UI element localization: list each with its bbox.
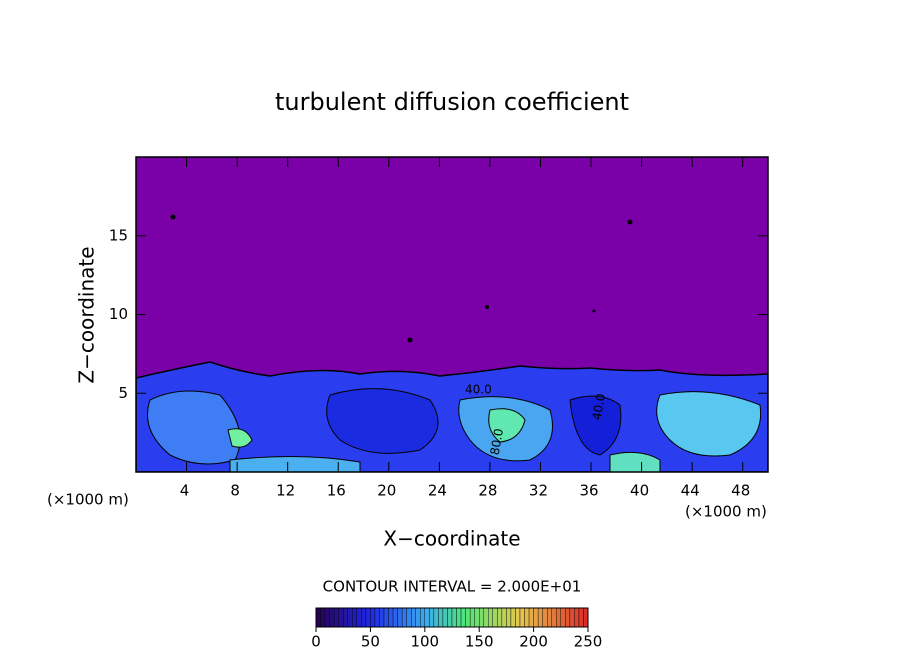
colorbar-tick-label: 100: [410, 633, 439, 651]
colorbar-cell: [456, 607, 462, 628]
colorbar-cell: [397, 607, 403, 628]
x-tick-label: 4: [180, 482, 190, 500]
y-tick-label: 15: [109, 226, 128, 244]
colorbar-cell: [447, 607, 453, 628]
contour-field: [136, 157, 768, 472]
y-axis-title: Z−coordinate: [75, 246, 99, 383]
colorbar-cell: [401, 607, 407, 628]
colorbar-cell: [483, 607, 489, 628]
colorbar-cell: [510, 607, 516, 628]
colorbar-cell: [392, 607, 398, 628]
colorbar-cell: [352, 607, 357, 628]
colorbar-cell: [347, 607, 353, 628]
colorbar-cell: [374, 607, 380, 628]
colorbar-cell: [333, 607, 339, 628]
colorbar-cell: [438, 607, 444, 628]
colorbar-cell: [370, 607, 376, 628]
colorbar-cell: [433, 607, 439, 628]
colorbar-cell: [551, 607, 557, 628]
colorbar-cell: [406, 607, 412, 628]
colorbar-cell: [533, 607, 539, 628]
colorbar-cell: [315, 607, 321, 628]
x-tick-label: 20: [377, 482, 396, 500]
colorbar-cell: [560, 607, 566, 628]
colorbar-cell: [442, 607, 448, 628]
colorbar-cell: [565, 607, 571, 628]
colorbar-cell: [356, 607, 362, 628]
colorbar-cell: [547, 607, 552, 628]
colorbar-cell: [324, 607, 330, 628]
colorbar-cell: [365, 607, 371, 628]
colorbar-cell: [415, 607, 421, 628]
x-tick-label: 48: [731, 482, 750, 500]
x-axis-title: X−coordinate: [383, 527, 520, 551]
colorbar-cell: [501, 607, 507, 628]
x-tick-label: 44: [681, 482, 700, 500]
colorbar-cell: [469, 607, 475, 628]
contour-label: 40.0: [590, 392, 608, 421]
colorbar-cell: [411, 607, 416, 628]
colorbar-tick-label: 50: [361, 633, 380, 651]
x-unit-label: (×1000 m): [685, 503, 767, 521]
colorbar-cell: [515, 607, 521, 628]
colorbar-cell: [338, 607, 344, 628]
colorbar-cell: [569, 607, 575, 628]
y-tick-label: 5: [118, 384, 128, 402]
colorbar-tick-label: 150: [465, 633, 494, 651]
colorbar-cell: [542, 607, 548, 628]
contour-label: 80.0: [488, 427, 506, 456]
colorbar-cell: [361, 607, 367, 628]
colorbar-frame: [315, 607, 589, 628]
x-tick-label: 24: [428, 482, 447, 500]
x-tick-label: 28: [478, 482, 497, 500]
colorbar-cell: [383, 607, 389, 628]
colorbar-cell: [320, 607, 326, 628]
x-tick-label: 12: [276, 482, 295, 500]
colorbar-cell: [537, 607, 543, 628]
colorbar-cell: [497, 607, 503, 628]
x-unit-label: (×1000 m): [47, 491, 129, 509]
colorbar-tick-label: 250: [574, 633, 603, 651]
chart-title: turbulent diffusion coefficient: [275, 88, 629, 116]
colorbar-cell: [429, 607, 435, 628]
colorbar-cell: [506, 607, 512, 628]
x-tick-label: 40: [630, 482, 649, 500]
colorbar-cell: [465, 607, 471, 628]
colorbar-cell: [488, 607, 493, 628]
colorbar-cell: [578, 607, 584, 628]
colorbar-cell: [583, 607, 589, 628]
colorbar-cell: [519, 607, 525, 628]
contour-interval: CONTOUR INTERVAL = 2.000E+01: [323, 578, 582, 596]
x-tick-label: 8: [230, 482, 240, 500]
colorbar: [315, 607, 589, 628]
colorbar-cell: [528, 607, 534, 628]
colorbar-cell: [329, 607, 335, 628]
colorbar-cell: [343, 607, 348, 628]
colorbar-cell: [574, 607, 580, 628]
colorbar-cell: [492, 607, 498, 628]
colorbar-cell: [479, 607, 484, 628]
colorbar-cell: [524, 607, 530, 628]
colorbar-cell: [424, 607, 430, 628]
colorbar-tick-label: 200: [519, 633, 548, 651]
colorbar-cell: [460, 607, 466, 628]
x-tick-label: 36: [579, 482, 598, 500]
colorbar-cell: [388, 607, 394, 628]
x-tick-label: 32: [529, 482, 548, 500]
x-tick-label: 16: [327, 482, 346, 500]
colorbar-cell: [420, 607, 425, 628]
colorbar-cell: [379, 607, 385, 628]
contour-label: 40.0: [465, 383, 492, 397]
colorbar-cell: [451, 607, 457, 628]
y-tick-label: 10: [109, 305, 128, 323]
colorbar-cell: [556, 607, 561, 628]
colorbar-cell: [474, 607, 480, 628]
colorbar-tick-label: 0: [311, 633, 321, 651]
